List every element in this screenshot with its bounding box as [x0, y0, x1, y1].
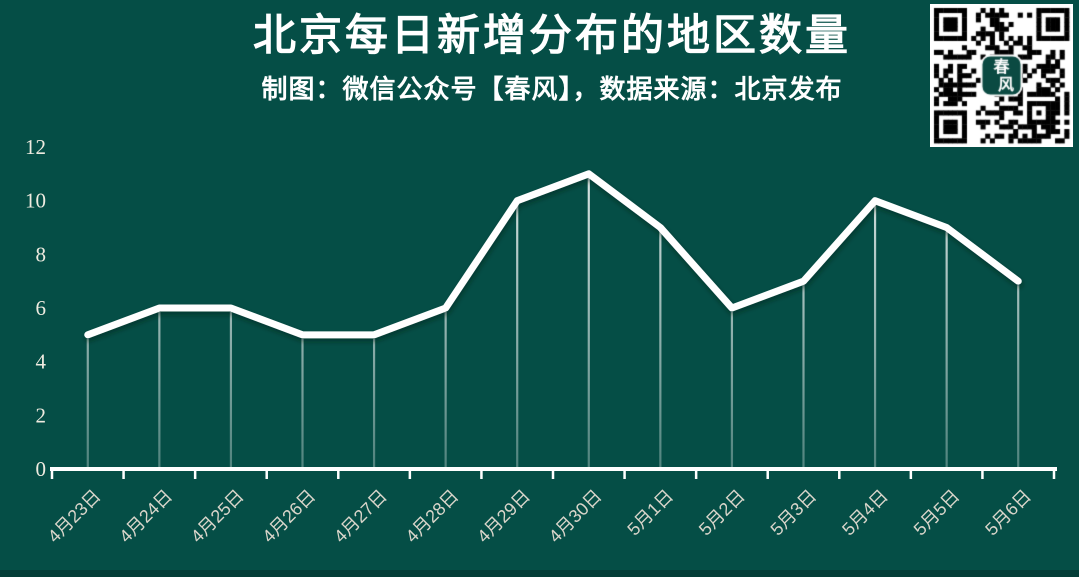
x-axis-label: 5月5日 [910, 486, 964, 540]
chart-title: 北京每日新增分布的地区数量 [253, 12, 851, 60]
x-axis-label: 4月23日 [44, 486, 105, 547]
x-axis-label: 5月4日 [838, 486, 892, 540]
x-axis-label: 4月24日 [115, 486, 176, 547]
y-axis-label: 4 [36, 350, 47, 374]
x-axis-label: 5月1日 [623, 486, 677, 540]
qr-code [930, 4, 1073, 147]
y-axis-label: 8 [36, 242, 47, 266]
y-axis-label: 2 [36, 403, 47, 427]
y-axis-label: 6 [36, 296, 47, 320]
x-axis-label: 4月28日 [402, 486, 463, 547]
x-axis-label: 4月30日 [545, 486, 606, 547]
y-axis-label: 12 [25, 135, 46, 159]
chart-header: 北京每日新增分布的地区数量 制图：微信公众号【春风】，数据来源：北京发布 [25, 12, 1079, 106]
y-axis-label: 0 [36, 457, 47, 481]
chart-subtitle: 制图：微信公众号【春风】，数据来源：北京发布 [261, 74, 843, 105]
bottom-edge-strip [0, 570, 1079, 577]
x-axis-label: 4月29日 [473, 486, 534, 547]
y-axis-label: 10 [25, 189, 46, 213]
x-axis-label: 4月26日 [258, 486, 319, 547]
x-axis-label: 5月2日 [695, 486, 749, 540]
data-line [84, 170, 1022, 339]
x-axis-label: 5月6日 [981, 486, 1035, 540]
x-axis-label: 4月25日 [187, 486, 248, 547]
x-axis-label: 4月27日 [330, 486, 391, 547]
x-axis-label: 5月3日 [767, 486, 821, 540]
